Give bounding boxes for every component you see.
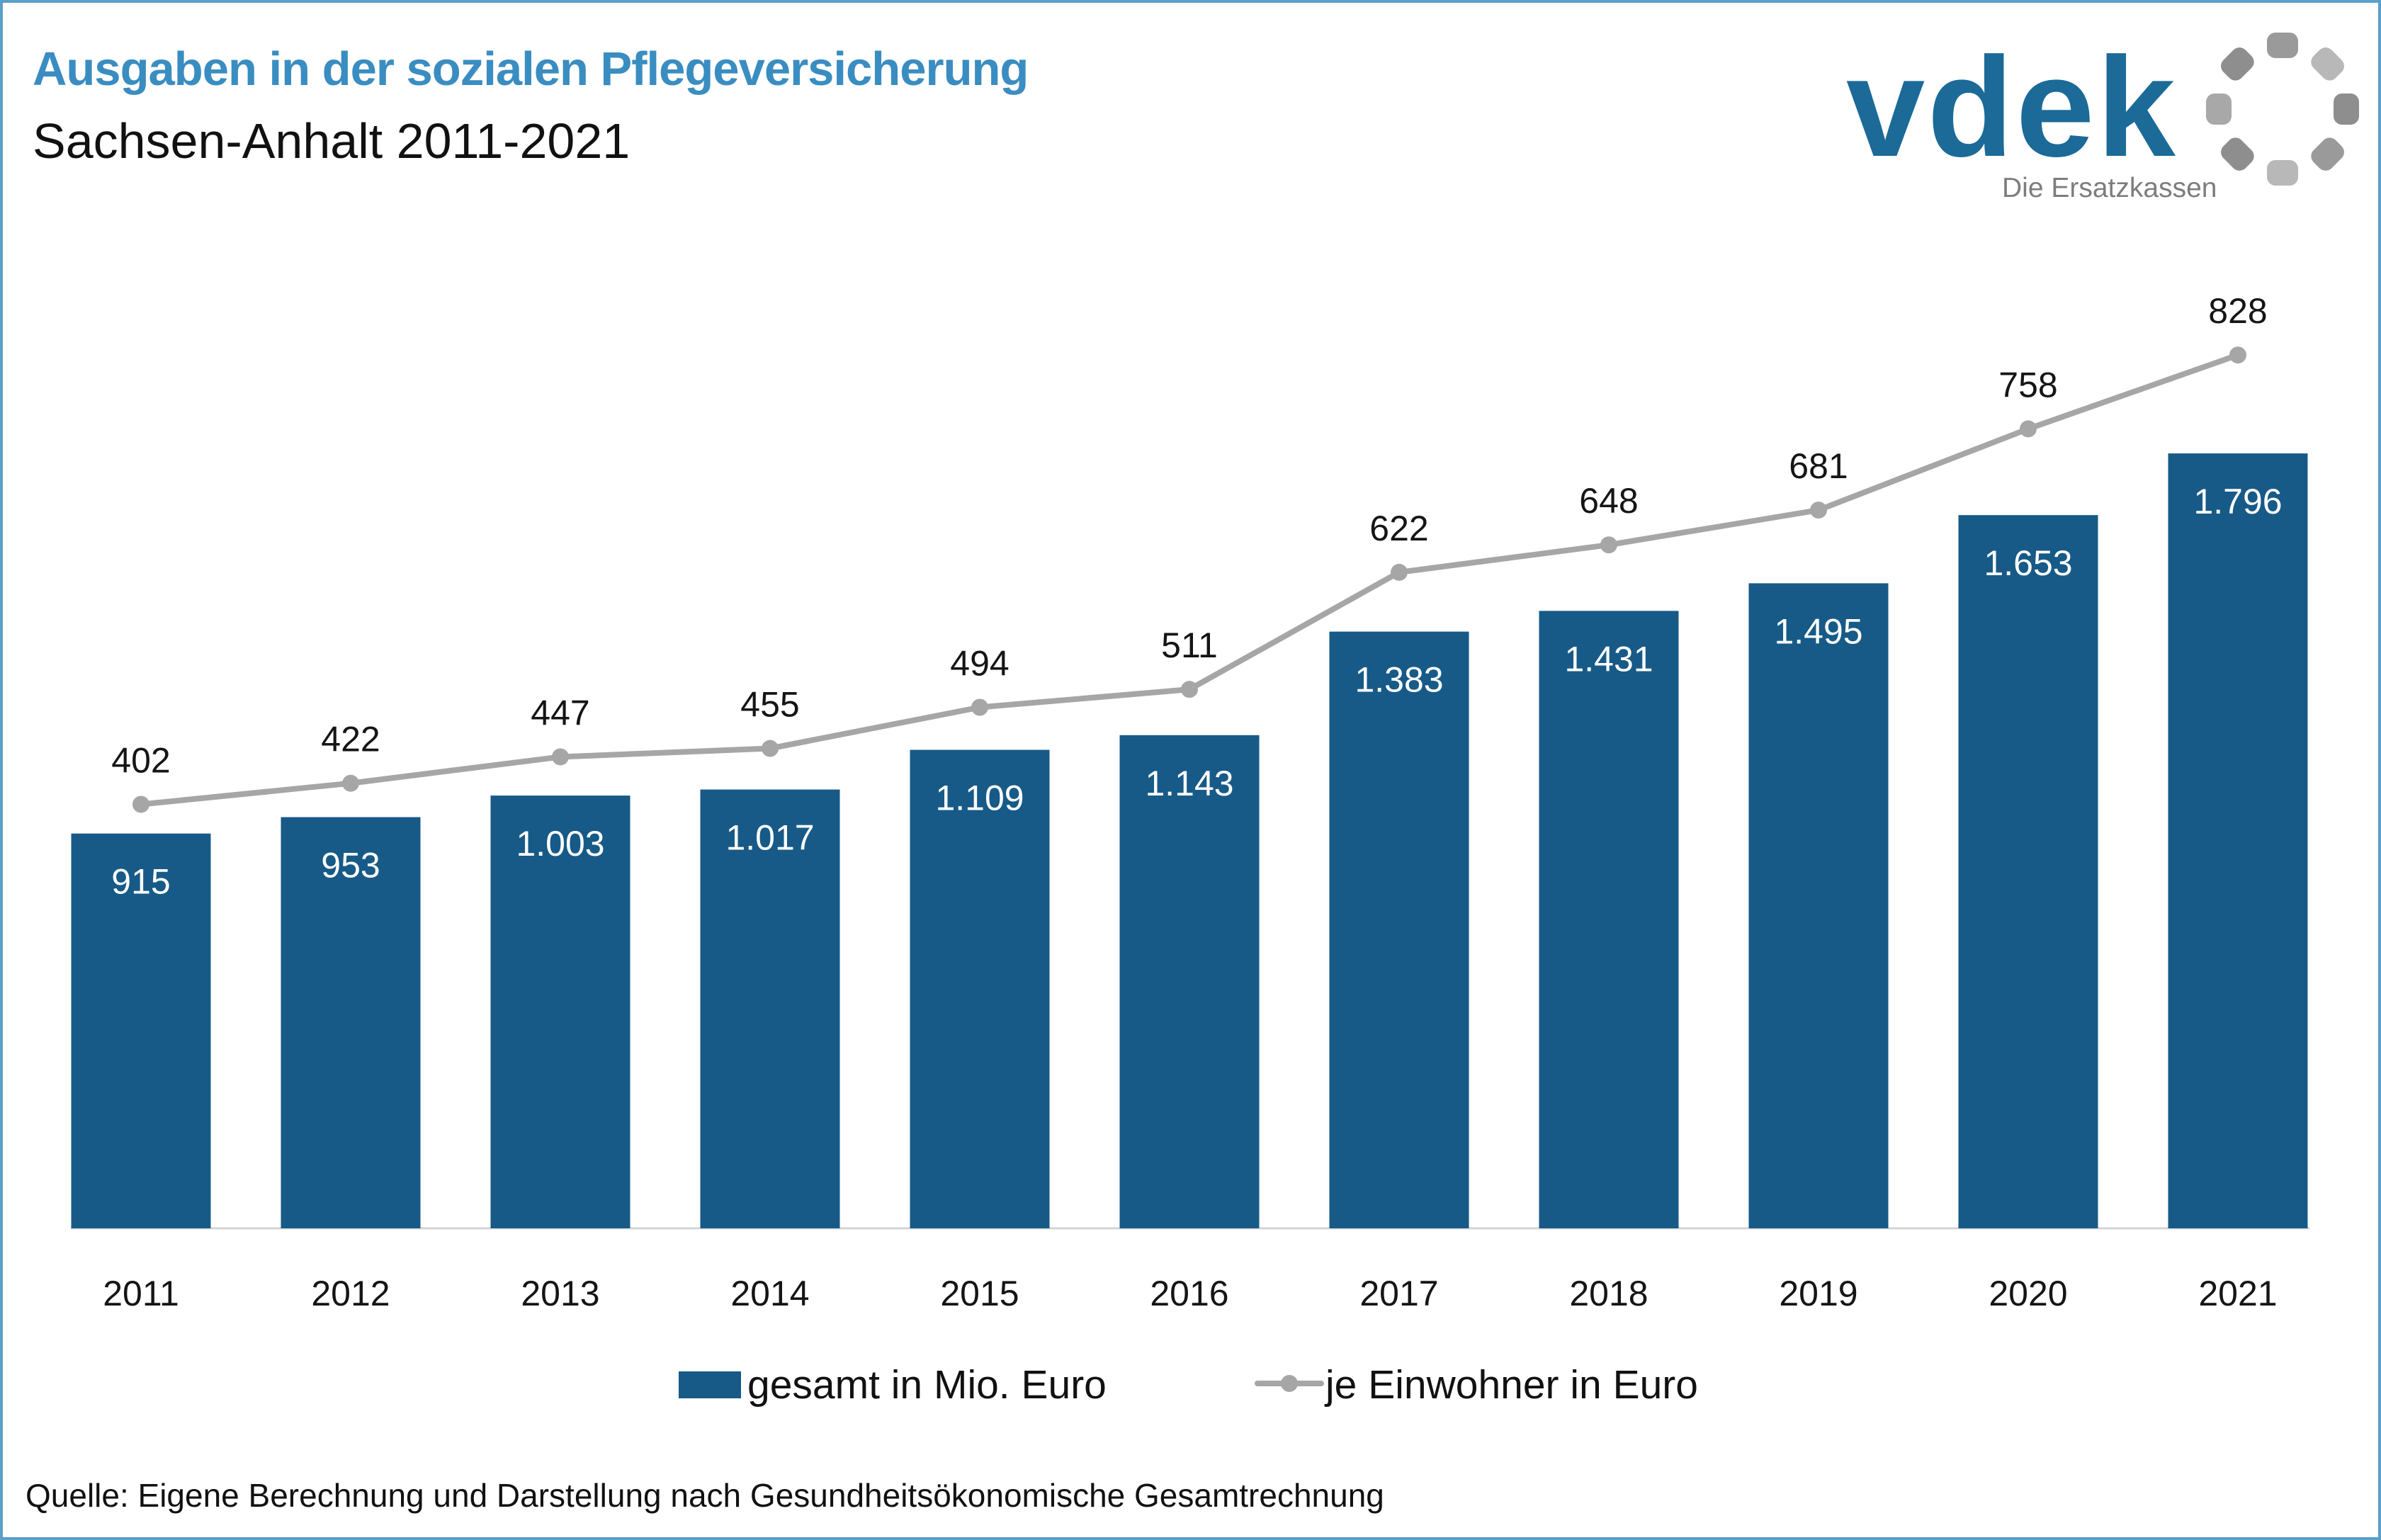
bar-label-2012: 953 <box>321 846 380 885</box>
line-point-2020 <box>2020 420 2037 438</box>
logo-dot <box>2221 137 2254 171</box>
line-label-2014: 455 <box>740 685 799 725</box>
legend-label-line: je Einwohner in Euro <box>1325 1362 1698 1408</box>
bar-2016 <box>1119 735 1260 1228</box>
bar-label-2017: 1.383 <box>1354 660 1443 700</box>
legend-swatch-line <box>1255 1375 1324 1392</box>
line-label-2016: 511 <box>1161 625 1218 665</box>
logo-dot <box>2311 137 2344 171</box>
bar-2018 <box>1539 611 1679 1228</box>
x-tick-label-2017: 2017 <box>1359 1274 1438 1313</box>
bar-label-2014: 1.017 <box>725 818 814 858</box>
logo-dot <box>2221 47 2254 81</box>
line-label-2012: 422 <box>321 720 380 759</box>
logo-dot <box>2267 33 2298 58</box>
x-tick-label-2016: 2016 <box>1150 1274 1228 1313</box>
bar-label-2021: 1.796 <box>2193 482 2282 521</box>
line-point-2011 <box>132 796 149 813</box>
x-tick-label-2015: 2015 <box>940 1274 1019 1313</box>
logo-wordmark: vdek <box>1846 28 2178 186</box>
bar-2020 <box>1958 515 2098 1228</box>
bar-label-2018: 1.431 <box>1564 639 1653 679</box>
bar-2015 <box>910 749 1050 1228</box>
line-label-2019: 681 <box>1789 446 1848 486</box>
line-label-2015: 494 <box>950 643 1009 683</box>
logo-tagline: Die Ersatzkassen <box>2002 173 2217 203</box>
x-tick-label-2019: 2019 <box>1779 1274 1857 1313</box>
x-tick-label-2012: 2012 <box>311 1274 390 1313</box>
line-point-2012 <box>342 774 359 792</box>
line-point-2019 <box>1810 502 1827 519</box>
line-label-2018: 648 <box>1579 481 1638 521</box>
line-label-2013: 447 <box>531 693 589 732</box>
bar-2012 <box>281 817 421 1228</box>
x-tick-label-2013: 2013 <box>521 1274 599 1313</box>
chart-title: Ausgaben in der sozialen Pflegeversicher… <box>33 43 1029 96</box>
line-label-2011: 402 <box>111 740 170 780</box>
x-tick-label-2021: 2021 <box>2198 1274 2277 1313</box>
logo-dot <box>2311 47 2344 81</box>
line-point-2018 <box>1600 536 1617 554</box>
bar-label-2020: 1.653 <box>1984 543 2072 583</box>
x-tick-label-2011: 2011 <box>103 1274 179 1313</box>
bar-2017 <box>1329 631 1469 1228</box>
bar-label-2015: 1.109 <box>935 779 1024 818</box>
chart-subtitle: Sachsen-Anhalt 2011-2021 <box>33 113 630 169</box>
legend-line-marker <box>1281 1375 1298 1392</box>
bar-2014 <box>700 789 840 1228</box>
logo-dot <box>2267 160 2298 186</box>
line-point-2021 <box>2229 346 2246 364</box>
line-point-2015 <box>971 698 988 716</box>
bar-label-2011: 915 <box>111 862 170 902</box>
bar-label-2016: 1.143 <box>1145 764 1233 803</box>
logo-dot <box>2206 94 2232 125</box>
line-point-2014 <box>762 740 779 757</box>
x-tick-label-2018: 2018 <box>1569 1274 1648 1313</box>
x-tick-label-2020: 2020 <box>1989 1274 2067 1313</box>
bar-2021 <box>2168 453 2308 1228</box>
legend-label-bars: gesamt in Mio. Euro <box>747 1362 1107 1408</box>
line-label-2017: 622 <box>1369 509 1428 548</box>
dot-ring-icon <box>2206 33 2359 186</box>
source-note: Quelle: Eigene Berechnung und Darstellun… <box>26 1477 1384 1514</box>
line-label-2021: 828 <box>2208 291 2267 331</box>
line-point-2017 <box>1391 563 1408 581</box>
legend-swatch-bar <box>679 1371 741 1398</box>
line-point-2013 <box>552 748 569 766</box>
bar-label-2013: 1.003 <box>516 824 604 864</box>
bar-2013 <box>490 796 630 1228</box>
bar-2011 <box>71 833 211 1228</box>
logo-dot <box>2334 94 2359 125</box>
line-label-2020: 758 <box>1998 365 2057 404</box>
line-point-2016 <box>1181 681 1198 698</box>
bar-2019 <box>1748 583 1889 1228</box>
bar-label-2019: 1.495 <box>1774 611 1862 651</box>
x-tick-label-2014: 2014 <box>730 1274 809 1313</box>
